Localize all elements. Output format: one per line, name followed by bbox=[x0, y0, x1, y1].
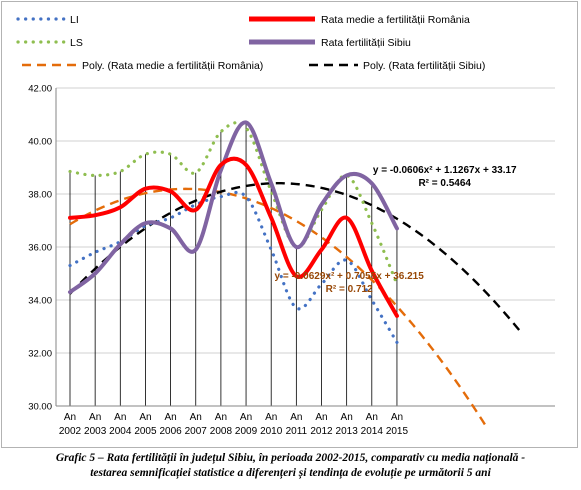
x-category-label: An 2015 bbox=[386, 412, 409, 437]
x-category-label: An 2004 bbox=[109, 412, 132, 437]
series-line bbox=[68, 120, 399, 295]
trendline-equation: y = -0.0629x² + 0.7055x + 36.215 R² = 0.7… bbox=[275, 271, 425, 295]
series-line bbox=[68, 121, 399, 286]
chart-area bbox=[1, 1, 578, 448]
y-tick-label: 30.00 bbox=[28, 402, 52, 413]
legend-label: Rata fertilității Sibiu bbox=[321, 37, 411, 49]
trendline-equations: y = -0.0606x² + 1.1267x + 33.17 R² = 0.54… bbox=[275, 165, 518, 295]
series-line bbox=[68, 156, 399, 318]
trendline-equation: y = -0.0606x² + 1.1267x + 33.17 R² = 0.54… bbox=[373, 165, 517, 189]
x-category-label: An 2010 bbox=[260, 412, 283, 437]
series-line bbox=[69, 187, 489, 430]
x-category-label: An 2006 bbox=[159, 412, 182, 437]
x-category-label: An 2011 bbox=[286, 412, 308, 437]
x-category-label: An 2012 bbox=[310, 412, 333, 437]
legend-label: Poly. (Rata medie a fertilității România… bbox=[82, 60, 263, 72]
y-tick-label: 38.00 bbox=[28, 190, 52, 201]
legend: LI LS Rata medie a fertilității România Rat… bbox=[16, 14, 485, 72]
caption-line-1: Grafic 5 – Rata fertilității în județul … bbox=[55, 452, 526, 464]
series-line bbox=[69, 182, 524, 336]
legend-label: Rata medie a fertilității România bbox=[321, 14, 470, 26]
x-category-label: An 2003 bbox=[84, 412, 107, 437]
fertility-line-chart: 30.00 32.00 34.00 36.00 38.00 40.00 42.00 An 20… bbox=[16, 14, 555, 437]
y-tick-labels: 30.00 32.00 34.00 36.00 38.00 40.00 42.00 bbox=[28, 84, 52, 413]
caption-line-2: testarea semnificației statistice a dife… bbox=[90, 467, 491, 479]
x-category-label: An 2007 bbox=[185, 412, 208, 437]
y-tick-label: 40.00 bbox=[28, 137, 52, 148]
x-category-label: An 2009 bbox=[235, 412, 258, 437]
drop-lines bbox=[69, 122, 398, 406]
y-tick-label: 32.00 bbox=[28, 349, 52, 360]
x-category-label: An 2002 bbox=[59, 412, 82, 437]
legend-label: Poly. (Rata fertilității Sibiu) bbox=[363, 60, 485, 72]
legend-label: LI bbox=[70, 14, 79, 26]
x-category-label: An 2005 bbox=[134, 412, 157, 437]
series-lines bbox=[68, 120, 524, 430]
y-tick-label: 36.00 bbox=[28, 243, 52, 254]
x-category-label: An 2008 bbox=[210, 412, 233, 437]
series-line bbox=[68, 190, 399, 344]
x-category-label: An 2014 bbox=[361, 412, 384, 437]
y-tick-label: 34.00 bbox=[28, 296, 52, 307]
legend-label: LS bbox=[70, 37, 83, 49]
x-category-label: An 2013 bbox=[336, 412, 359, 437]
gridlines bbox=[56, 87, 555, 354]
y-tick-label: 42.00 bbox=[28, 84, 52, 95]
